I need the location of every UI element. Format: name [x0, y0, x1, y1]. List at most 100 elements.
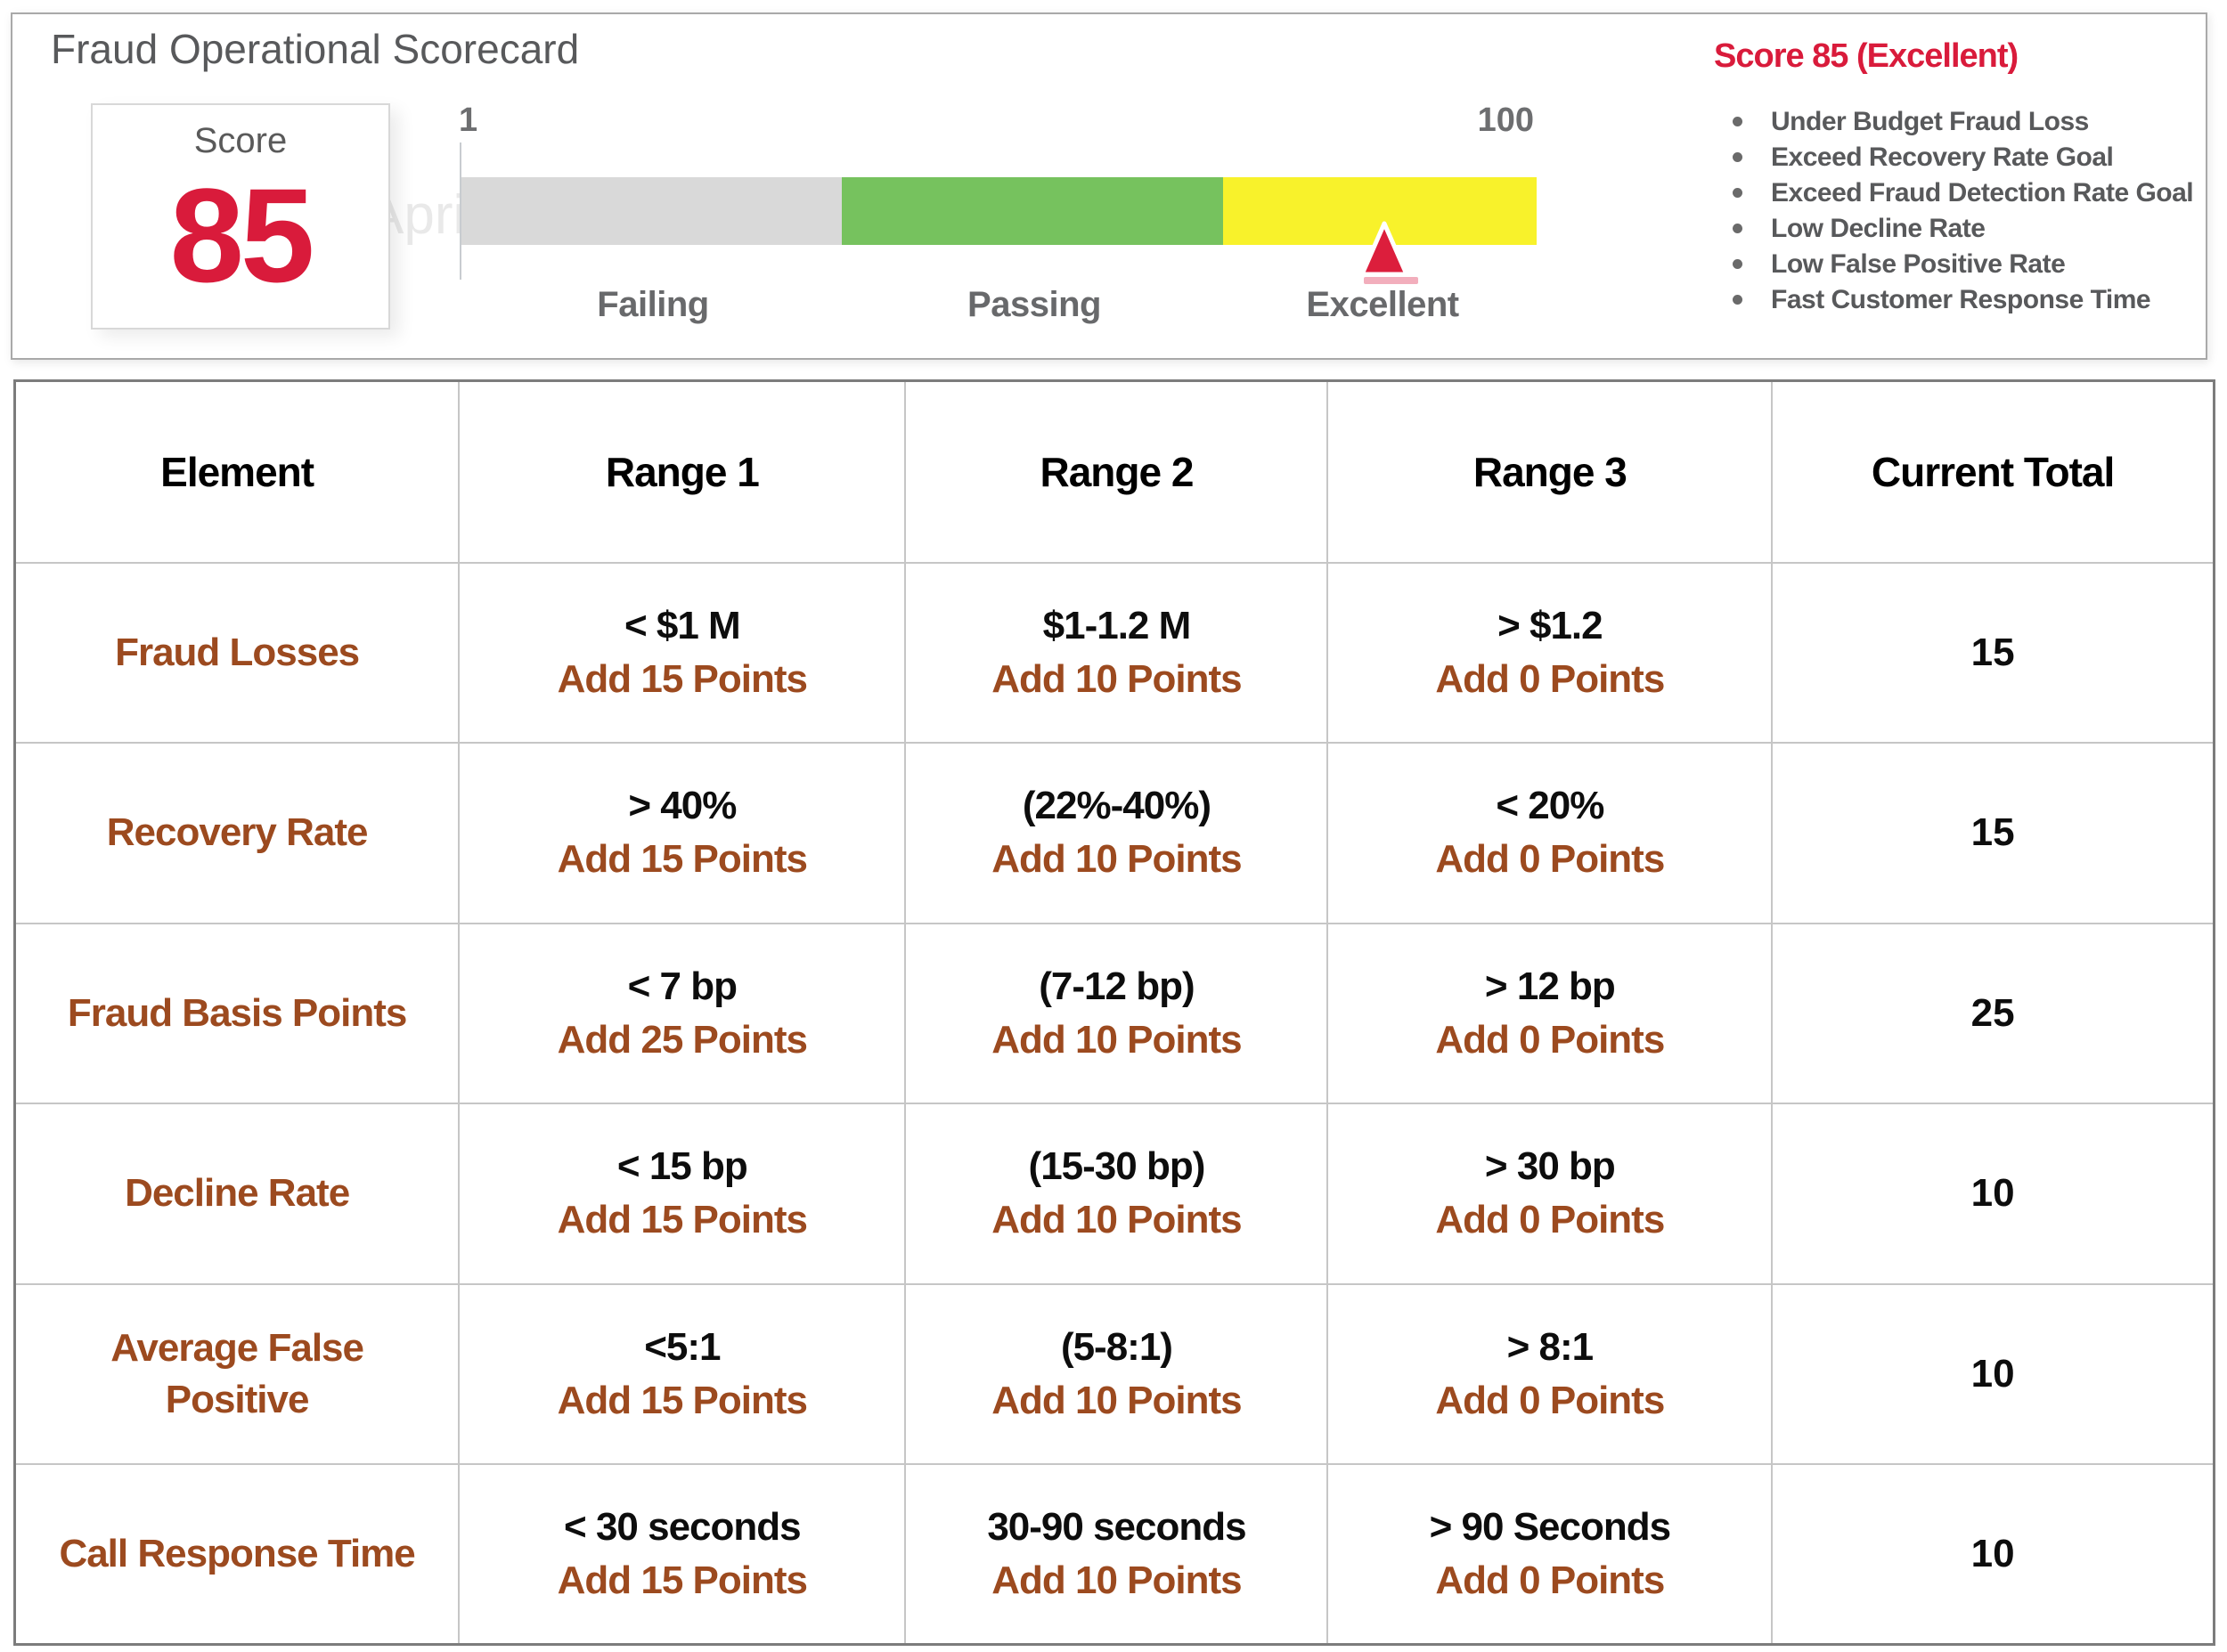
summary-bullet-text: Fast Customer Response Time [1771, 285, 2151, 314]
page-title: Fraud Operational Scorecard [51, 26, 580, 72]
gauge-max-label: 100 [1477, 102, 1534, 139]
element-label: Recovery Rate [13, 742, 461, 924]
range-points: Add 10 Points [991, 656, 1242, 701]
range3-cell: < 20% Add 0 Points [1326, 742, 1774, 924]
score-value: 85 [169, 160, 315, 310]
range3-cell: > 8:1 Add 0 Points [1326, 1282, 1774, 1465]
range-points: Add 10 Points [991, 1198, 1242, 1242]
table-row-fraud-losses: Fraud Losses < $1 M Add 15 Points $1-1.2… [13, 561, 2215, 744]
range-value: (7-12 bp) [1039, 964, 1195, 1008]
current-total-value: 15 [1771, 742, 2215, 924]
range-points: Add 15 Points [557, 837, 808, 882]
range1-cell: < 7 bp Add 25 Points [458, 922, 907, 1104]
range-value: $1-1.2 M [1042, 603, 1192, 647]
range1-cell: < 30 seconds Add 15 Points [458, 1463, 907, 1646]
element-label: Decline Rate [13, 1103, 461, 1285]
current-total-value: 25 [1771, 922, 2215, 1104]
range-points: Add 10 Points [991, 837, 1242, 882]
range1-cell: <5:1 Add 15 Points [458, 1282, 907, 1465]
current-total-value: 10 [1771, 1463, 2215, 1646]
table-row-fraud-basis-points: Fraud Basis Points < 7 bp Add 25 Points … [13, 922, 2215, 1104]
range2-cell: (7-12 bp) Add 10 Points [904, 922, 1329, 1104]
table-row-average-false-positive: Average False Positive <5:1 Add 15 Point… [13, 1282, 2215, 1465]
range-points: Add 0 Points [1435, 1378, 1665, 1422]
element-label: Fraud Basis Points [13, 922, 461, 1104]
range-value: (15-30 bp) [1028, 1144, 1206, 1189]
range-points: Add 15 Points [557, 1378, 808, 1422]
range-value: > 12 bp [1484, 964, 1616, 1008]
range-value: > 8:1 [1506, 1324, 1595, 1369]
summary-bullet-text: Under Budget Fraud Loss [1771, 107, 2089, 136]
gauge-label-excellent: Excellent [1306, 285, 1459, 324]
range-points: Add 15 Points [557, 1558, 808, 1602]
table-row-decline-rate: Decline Rate < 15 bp Add 15 Points (15-3… [13, 1103, 2215, 1285]
range-value: < $1 M [624, 603, 741, 647]
summary-bullet: Low False Positive Rate [1714, 248, 2213, 284]
column-header-current-total: Current Total [1771, 379, 2215, 564]
range1-cell: > 40% Add 15 Points [458, 742, 907, 924]
range-points: Add 0 Points [1435, 1017, 1665, 1062]
element-label: Call Response Time [13, 1463, 461, 1646]
range-points: Add 10 Points [991, 1017, 1242, 1062]
summary-bullet-text: Exceed Recovery Rate Goal [1771, 142, 2114, 172]
bullet-dot-icon [1733, 295, 1742, 305]
score-marker-triangle-icon [1359, 221, 1409, 277]
range-points: Add 10 Points [991, 1378, 1242, 1422]
range3-cell: > 30 bp Add 0 Points [1326, 1103, 1774, 1285]
range3-cell: > 12 bp Add 0 Points [1326, 922, 1774, 1104]
summary-bullet-text: Low Decline Rate [1771, 214, 1986, 243]
bullet-dot-icon [1733, 117, 1742, 126]
gauge-axis-line [460, 142, 461, 280]
gauge-min-label: 1 [459, 102, 478, 139]
gauge-segment-failing [461, 177, 842, 245]
range-points: Add 15 Points [557, 1198, 808, 1242]
gauge-label-failing: Failing [597, 285, 709, 324]
element-label: Average False Positive [13, 1282, 461, 1465]
table-row-recovery-rate: Recovery Rate > 40% Add 15 Points (22%-4… [13, 742, 2215, 924]
summary-bullet: Low Decline Rate [1714, 213, 2213, 248]
summary-bullet-list: Under Budget Fraud Loss Exceed Recovery … [1714, 106, 2213, 320]
score-marker-shadow [1364, 277, 1418, 284]
range-value: > 40% [628, 784, 737, 828]
bullet-dot-icon [1733, 259, 1742, 269]
range-value: < 20% [1496, 784, 1604, 828]
summary-bullet: Fast Customer Response Time [1714, 284, 2213, 320]
scorecard-table: Element Range 1 Range 2 Range 3 Current … [13, 379, 2215, 1646]
gauge-segment-passing [842, 177, 1223, 245]
current-total-value: 10 [1771, 1103, 2215, 1285]
range2-cell: 30-90 seconds Add 10 Points [904, 1463, 1329, 1646]
range-value: < 30 seconds [564, 1505, 802, 1549]
range-points: Add 0 Points [1435, 837, 1665, 882]
range-value: <5:1 [644, 1324, 721, 1369]
table-row-call-response-time: Call Response Time < 30 seconds Add 15 P… [13, 1463, 2215, 1646]
range3-cell: > 90 Seconds Add 0 Points [1326, 1463, 1774, 1646]
range-value: > 90 Seconds [1429, 1505, 1671, 1549]
summary-bullet: Exceed Fraud Detection Rate Goal [1714, 177, 2213, 213]
range-points: Add 10 Points [991, 1558, 1242, 1602]
range-value: > $1.2 [1497, 603, 1603, 647]
scorecard-panel: Fraud Operational Scorecard April Score … [11, 12, 2207, 360]
gauge-label-passing: Passing [967, 285, 1101, 324]
range-points: Add 0 Points [1435, 656, 1665, 701]
column-header-element: Element [13, 379, 461, 564]
summary-heading: Score 85 (Excellent) [1714, 37, 2019, 75]
range1-cell: < 15 bp Add 15 Points [458, 1103, 907, 1285]
summary-bullet: Exceed Recovery Rate Goal [1714, 142, 2213, 177]
summary-bullet-text: Exceed Fraud Detection Rate Goal [1771, 178, 2194, 208]
current-total-value: 10 [1771, 1282, 2215, 1465]
score-label: Score [193, 121, 288, 160]
column-header-range2: Range 2 [904, 379, 1329, 564]
range2-cell: $1-1.2 M Add 10 Points [904, 561, 1329, 744]
summary-bullet: Under Budget Fraud Loss [1714, 106, 2213, 142]
range-value: < 7 bp [627, 964, 738, 1008]
range2-cell: (5-8:1) Add 10 Points [904, 1282, 1329, 1465]
range1-cell: < $1 M Add 15 Points [458, 561, 907, 744]
column-header-range3: Range 3 [1326, 379, 1774, 564]
score-summary: Score 85 (Excellent) Under Budget Fraud … [1714, 37, 2213, 320]
range2-cell: (15-30 bp) Add 10 Points [904, 1103, 1329, 1285]
range3-cell: > $1.2 Add 0 Points [1326, 561, 1774, 744]
table-header-row: Element Range 1 Range 2 Range 3 Current … [13, 379, 2215, 564]
current-total-value: 15 [1771, 561, 2215, 744]
range-value: 30-90 seconds [987, 1505, 1246, 1549]
range-value: (22%-40%) [1022, 784, 1211, 828]
